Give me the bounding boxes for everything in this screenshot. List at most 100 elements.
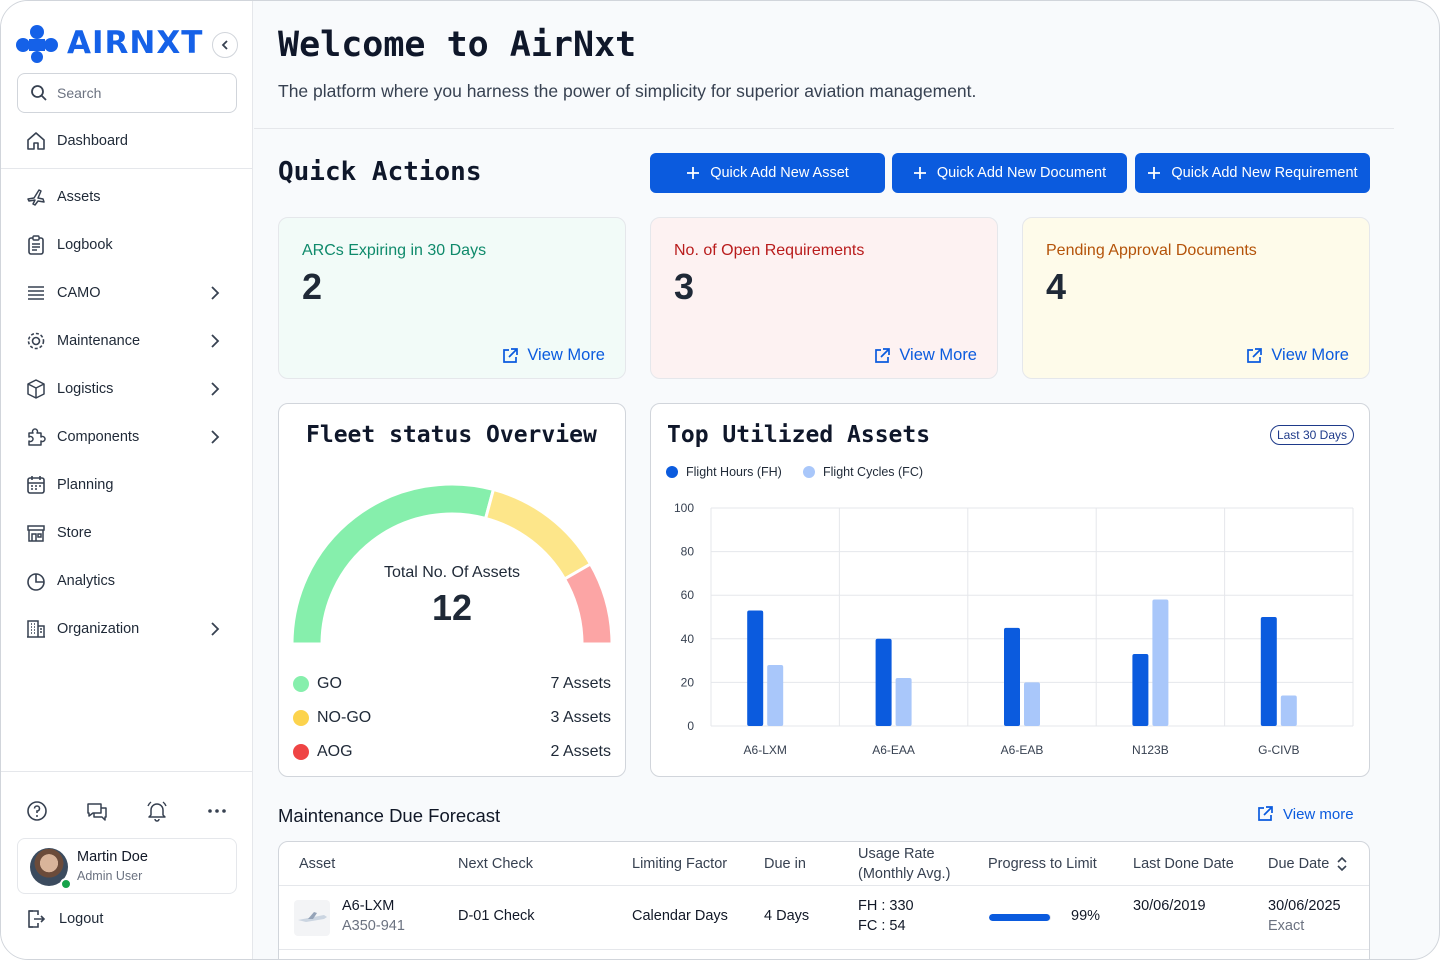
last-done-date: 30/06/2019 — [1133, 898, 1206, 914]
bar-a6-eaa-fh[interactable] — [875, 638, 892, 726]
stat-card-open-requirements: No. of Open Requirements 3 View More — [650, 217, 998, 379]
home-icon — [27, 132, 45, 150]
y-tick-label: 100 — [674, 501, 694, 515]
quick-add-asset-button[interactable]: Quick Add New Asset — [650, 153, 885, 193]
building-icon — [27, 620, 45, 638]
limiting-factor: Calendar Days — [632, 908, 728, 924]
header-divider — [254, 128, 1394, 129]
bar-n123b-fh[interactable] — [1132, 654, 1149, 726]
legend-swatch — [803, 466, 815, 478]
quick-add-requirement-button[interactable]: Quick Add New Requirement — [1135, 153, 1370, 193]
gear-icon — [27, 332, 45, 350]
view-more-label: View More — [527, 346, 605, 364]
bar-a6-eaa-fc[interactable] — [895, 678, 912, 726]
sidebar-item-analytics[interactable]: Analytics — [17, 561, 237, 601]
sidebar-item-planning[interactable]: Planning — [17, 465, 237, 505]
bell-icon[interactable] — [145, 799, 169, 828]
view-more-link[interactable]: View More — [873, 346, 977, 365]
chart-legend-fc: Flight Cycles (FC) — [803, 465, 923, 479]
fleet-status-gauge — [290, 482, 614, 646]
bar-a6-eab-fh[interactable] — [1004, 627, 1020, 726]
y-tick-label: 80 — [681, 545, 695, 559]
y-tick-label: 20 — [681, 675, 695, 689]
button-label: Quick Add New Asset — [710, 165, 849, 181]
bar-g-civb-fh[interactable] — [1260, 617, 1277, 726]
collapse-sidebar-button[interactable] — [212, 32, 238, 58]
logo[interactable]: AIRNXT — [15, 23, 203, 63]
user-card[interactable]: Martin Doe Admin User — [17, 838, 237, 894]
chat-icon[interactable] — [85, 799, 109, 828]
legend-label: NO-GO — [317, 709, 372, 726]
stat-value: 4 — [1046, 266, 1067, 307]
quick-add-document-button[interactable]: Quick Add New Document — [892, 153, 1127, 193]
legend-swatch — [666, 466, 678, 478]
box-icon — [27, 379, 45, 399]
view-more-label: View More — [899, 346, 977, 364]
bar-n123b-fc[interactable] — [1152, 599, 1169, 726]
column-header: Progress to Limit — [988, 856, 1097, 872]
bar-g-civb-fc[interactable] — [1280, 695, 1297, 726]
bar-a6-lxm-fc[interactable] — [767, 664, 784, 726]
user-role: Admin User — [77, 869, 143, 883]
sidebar-item-components[interactable]: Components — [17, 417, 237, 457]
logout-button[interactable]: Logout — [25, 908, 103, 930]
stat-value: 3 — [674, 266, 695, 307]
column-header: Limiting Factor — [632, 856, 728, 872]
view-more-link[interactable]: View More — [1245, 346, 1349, 365]
sidebar-item-dashboard[interactable]: Dashboard — [17, 121, 237, 161]
due-date-sort-header[interactable]: Due Date — [1268, 854, 1349, 874]
sidebar-item-organization[interactable]: Organization — [17, 609, 237, 649]
view-more-label: View More — [1271, 346, 1349, 364]
sidebar-item-label: Assets — [57, 189, 101, 205]
next-check: D-01 Check — [458, 908, 535, 924]
legend-count: 7 Assets — [550, 675, 611, 692]
help-icon[interactable] — [25, 799, 49, 828]
period-badge[interactable]: Last 30 Days — [1269, 425, 1354, 445]
sidebar-item-label: Dashboard — [57, 133, 128, 149]
plus-icon — [913, 167, 926, 179]
stat-label: No. of Open Requirements — [674, 242, 865, 259]
bottom-divider — [1, 771, 252, 772]
sidebar-item-camo[interactable]: CAMO — [17, 273, 237, 313]
list-icon — [28, 286, 44, 300]
search-box[interactable] — [17, 73, 237, 113]
stat-card-arcs-expiring: ARCs Expiring in 30 Days 2 View More — [278, 217, 626, 379]
sidebar: AIRNXT Dashboard Assets Logbook CAMO — [1, 1, 253, 959]
status-dot — [293, 676, 309, 692]
sidebar-item-label: Planning — [57, 477, 114, 493]
utility-icon-bar — [25, 799, 237, 823]
sidebar-item-maintenance[interactable]: Maintenance — [17, 321, 237, 361]
forecast-table: Asset Next Check Limiting Factor Due in … — [278, 841, 1370, 959]
sidebar-item-label: Organization — [57, 621, 140, 637]
y-tick-label: 0 — [687, 719, 694, 733]
more-icon[interactable] — [205, 799, 229, 828]
store-icon — [27, 525, 45, 542]
page-subtitle: The platform where you harness the power… — [278, 81, 977, 101]
x-tick-label: A6-EAA — [872, 743, 915, 757]
logout-icon — [28, 910, 46, 928]
sidebar-item-store[interactable]: Store — [17, 513, 237, 553]
search-input[interactable] — [57, 85, 217, 101]
sidebar-item-logbook[interactable]: Logbook — [17, 225, 237, 265]
forecast-title: Maintenance Due Forecast — [278, 805, 501, 826]
calendar-icon — [27, 476, 45, 494]
top-utilized-title: Top Utilized Assets — [667, 422, 931, 448]
legend-count: 2 Assets — [550, 743, 611, 760]
usage-fh: FH : 330 — [858, 898, 914, 914]
legend-label: Flight Cycles (FC) — [823, 465, 924, 479]
sidebar-item-logistics[interactable]: Logistics — [17, 369, 237, 409]
forecast-view-more-link[interactable]: View more — [1256, 805, 1354, 823]
bar-a6-eab-fc[interactable] — [1024, 682, 1040, 726]
external-link-icon — [1258, 806, 1273, 821]
view-more-link[interactable]: View More — [501, 346, 605, 365]
column-header: Usage Rate (Monthly Avg.) — [858, 846, 951, 882]
chevron-left-icon — [221, 40, 228, 50]
bar-a6-lxm-fh[interactable] — [747, 610, 764, 726]
chevron-right-icon — [211, 382, 220, 396]
asset-model: A350-941 — [342, 918, 405, 934]
sidebar-item-label: Analytics — [57, 573, 116, 589]
sidebar-item-assets[interactable]: Assets — [17, 177, 237, 217]
pie-chart-icon — [27, 573, 45, 591]
sidebar-item-label: Maintenance — [57, 333, 141, 349]
page-title: Welcome to AirNxt — [278, 25, 637, 65]
